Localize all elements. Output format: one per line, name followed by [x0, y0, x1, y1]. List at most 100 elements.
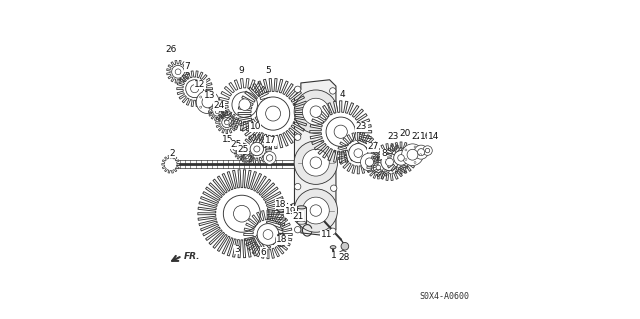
Text: 18: 18: [275, 200, 287, 209]
Text: 26: 26: [165, 45, 177, 54]
Polygon shape: [177, 71, 212, 107]
Polygon shape: [310, 101, 372, 163]
Text: 11: 11: [321, 230, 332, 239]
Polygon shape: [337, 132, 379, 174]
Text: 8: 8: [381, 149, 387, 158]
Text: 18: 18: [276, 235, 288, 244]
Text: 16: 16: [420, 132, 431, 141]
Circle shape: [414, 161, 416, 163]
Circle shape: [294, 86, 301, 93]
Circle shape: [233, 146, 238, 151]
Polygon shape: [234, 147, 247, 160]
Circle shape: [191, 85, 198, 93]
Circle shape: [303, 98, 329, 125]
Circle shape: [330, 228, 336, 234]
Text: 22: 22: [412, 132, 423, 141]
Polygon shape: [162, 155, 180, 173]
Circle shape: [246, 156, 249, 159]
Polygon shape: [294, 80, 336, 236]
Circle shape: [422, 146, 432, 155]
Circle shape: [215, 110, 220, 114]
Text: 28: 28: [338, 253, 349, 262]
Circle shape: [310, 106, 321, 117]
Circle shape: [257, 97, 290, 130]
Circle shape: [213, 107, 221, 116]
Text: 23: 23: [387, 132, 399, 141]
Text: 12: 12: [195, 80, 205, 89]
Text: 1: 1: [331, 251, 337, 260]
Circle shape: [186, 80, 204, 98]
Text: 3: 3: [234, 245, 240, 254]
Circle shape: [221, 117, 232, 128]
Circle shape: [294, 134, 301, 140]
Text: 17: 17: [265, 137, 276, 145]
Text: 23: 23: [356, 122, 367, 131]
Circle shape: [254, 146, 260, 152]
Circle shape: [386, 158, 394, 166]
Text: 21: 21: [292, 212, 304, 221]
Circle shape: [326, 117, 355, 146]
Ellipse shape: [297, 221, 306, 224]
Circle shape: [414, 145, 428, 159]
Circle shape: [394, 151, 408, 165]
Text: 10: 10: [250, 122, 261, 131]
Circle shape: [244, 154, 250, 160]
Circle shape: [250, 142, 264, 156]
Circle shape: [202, 96, 214, 108]
Circle shape: [294, 183, 301, 190]
Circle shape: [310, 205, 321, 216]
Circle shape: [414, 146, 416, 148]
Text: 4: 4: [339, 90, 345, 99]
Circle shape: [225, 120, 229, 125]
Circle shape: [239, 152, 243, 155]
Circle shape: [407, 149, 418, 160]
Polygon shape: [198, 170, 286, 258]
Circle shape: [172, 65, 184, 78]
Circle shape: [349, 144, 368, 163]
Polygon shape: [238, 78, 308, 149]
Circle shape: [402, 144, 423, 166]
Circle shape: [360, 153, 378, 171]
Text: 24: 24: [213, 101, 225, 110]
Circle shape: [266, 106, 280, 121]
Circle shape: [418, 149, 424, 156]
Bar: [297, 207, 306, 223]
Polygon shape: [209, 103, 226, 121]
Circle shape: [420, 154, 422, 156]
Circle shape: [365, 158, 374, 166]
Circle shape: [294, 90, 337, 133]
Circle shape: [263, 230, 273, 239]
Circle shape: [215, 101, 218, 103]
Text: 13: 13: [204, 91, 216, 100]
Circle shape: [175, 69, 181, 75]
Text: 5: 5: [266, 66, 271, 75]
Text: 27: 27: [367, 142, 379, 151]
Circle shape: [257, 224, 279, 245]
Text: 25: 25: [231, 140, 242, 149]
Polygon shape: [371, 144, 408, 181]
Circle shape: [239, 99, 250, 110]
Ellipse shape: [297, 206, 306, 209]
Polygon shape: [241, 151, 253, 164]
Circle shape: [209, 109, 211, 111]
Circle shape: [294, 141, 337, 184]
Circle shape: [425, 148, 429, 153]
Circle shape: [234, 205, 250, 222]
Circle shape: [405, 159, 407, 160]
Text: 20: 20: [400, 129, 411, 138]
Text: 6: 6: [260, 248, 266, 256]
Polygon shape: [166, 60, 189, 83]
Circle shape: [209, 93, 211, 95]
Text: 2: 2: [170, 149, 175, 158]
Text: 9: 9: [238, 66, 244, 75]
Circle shape: [263, 152, 276, 164]
Text: 25: 25: [237, 145, 248, 154]
Circle shape: [303, 149, 329, 176]
Circle shape: [200, 96, 202, 98]
Circle shape: [237, 150, 244, 157]
Text: S0X4-A0600: S0X4-A0600: [419, 293, 469, 301]
Text: FR.: FR.: [184, 252, 200, 261]
Circle shape: [230, 143, 241, 153]
Circle shape: [341, 242, 349, 250]
Circle shape: [397, 155, 404, 161]
